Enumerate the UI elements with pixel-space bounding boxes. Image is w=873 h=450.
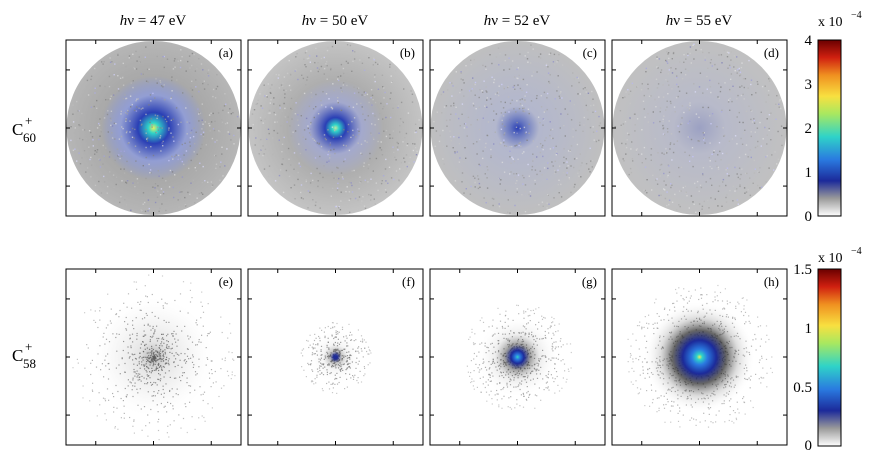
colorbar-top-exponent-label: x 10 bbox=[818, 15, 843, 30]
panel-e: (e) bbox=[65, 268, 242, 446]
panel-label: (f) bbox=[402, 274, 415, 289]
column-header-3: hν = 52 eV bbox=[484, 13, 551, 29]
colorbar-top-tick-2: 2 bbox=[805, 121, 813, 137]
colorbar-bottom-tick-1-5: 1.5 bbox=[793, 262, 812, 278]
row-label-c58-ion: C bbox=[12, 346, 23, 365]
panel-f: (f) bbox=[247, 268, 424, 446]
panel-ticks bbox=[612, 40, 787, 216]
colorbar-top-gradient bbox=[817, 39, 842, 217]
column-header-2: hν = 50 eV bbox=[302, 13, 369, 29]
colorbar-bottom-tick-1: 1 bbox=[805, 321, 813, 337]
colorbar-top-exponent: −4 bbox=[851, 10, 862, 21]
colorbar-top-tick-1: 1 bbox=[805, 165, 813, 181]
colorbar-top-tick-0: 0 bbox=[805, 209, 813, 225]
panel-label: (c) bbox=[583, 45, 597, 60]
detector-disk bbox=[248, 41, 423, 215]
row-label-c60-charge: + bbox=[25, 113, 32, 128]
speckle-texture bbox=[251, 44, 420, 213]
panel-ticks bbox=[612, 269, 787, 445]
panel-ticks bbox=[430, 269, 605, 445]
panel-label: (e) bbox=[219, 274, 233, 289]
panel-ticks bbox=[248, 40, 423, 216]
colorbar-top-tick-3: 3 bbox=[805, 77, 813, 93]
panel-ticks bbox=[430, 40, 605, 216]
panel-ticks bbox=[66, 40, 241, 216]
row-label-c60-ion: C bbox=[12, 120, 23, 139]
speckle-texture bbox=[433, 44, 603, 214]
colorbar-bottom-gradient bbox=[817, 268, 842, 447]
colorbar-bottom-exponent: −4 bbox=[851, 246, 862, 257]
panel-d: (d) bbox=[611, 39, 788, 217]
row-label-c60: C + 60 bbox=[12, 113, 36, 145]
panel-ticks bbox=[66, 269, 241, 445]
panel-label: (g) bbox=[582, 274, 597, 289]
signal-core bbox=[307, 329, 364, 385]
panel-ticks bbox=[248, 269, 423, 445]
panel-b: (b) bbox=[247, 39, 424, 217]
panel-a: (a) bbox=[65, 39, 242, 217]
signal-core bbox=[476, 316, 559, 398]
column-header-1: hν = 47 eV bbox=[120, 13, 187, 29]
panel-label: (h) bbox=[764, 274, 779, 289]
panel-label: (a) bbox=[219, 45, 233, 60]
row-label-c58-subscript: 58 bbox=[23, 356, 36, 371]
colorbar-bottom-tick-0: 0 bbox=[805, 438, 813, 450]
panel-label: (d) bbox=[764, 45, 779, 60]
signal-core bbox=[91, 294, 216, 420]
row-label-c58-charge: + bbox=[25, 339, 32, 354]
column-headers: hν = 47 eV hν = 50 eV hν = 52 eV hν = 55… bbox=[120, 13, 733, 29]
detector-disk bbox=[612, 41, 787, 215]
panel-c: (c) bbox=[429, 39, 606, 217]
panel-label: (b) bbox=[400, 45, 415, 60]
panel-h: (h) bbox=[611, 268, 788, 446]
row-label-c58: C + 58 bbox=[12, 339, 36, 371]
speckle-texture bbox=[70, 46, 239, 213]
colorbar-top-tick-4: 4 bbox=[805, 33, 813, 49]
signal-core bbox=[643, 301, 756, 413]
detector-disk bbox=[66, 41, 241, 215]
row-label-c60-subscript: 60 bbox=[23, 130, 36, 145]
colorbar-bottom-exponent-label: x 10 bbox=[818, 251, 843, 266]
speckle-texture bbox=[614, 43, 783, 213]
colorbar-bottom: x 10 −4 1.5 1 0.5 0 bbox=[793, 246, 861, 450]
panel-grid: (a) (b) (c) (d) (e) (f) (g) (h) bbox=[65, 39, 788, 446]
panel-g: (g) bbox=[429, 268, 606, 446]
colorbar-bottom-tick-0-5: 0.5 bbox=[793, 380, 812, 396]
colorbar-top: x 10 −4 4 3 2 1 0 bbox=[805, 10, 862, 225]
column-header-4: hν = 55 eV bbox=[666, 13, 733, 29]
